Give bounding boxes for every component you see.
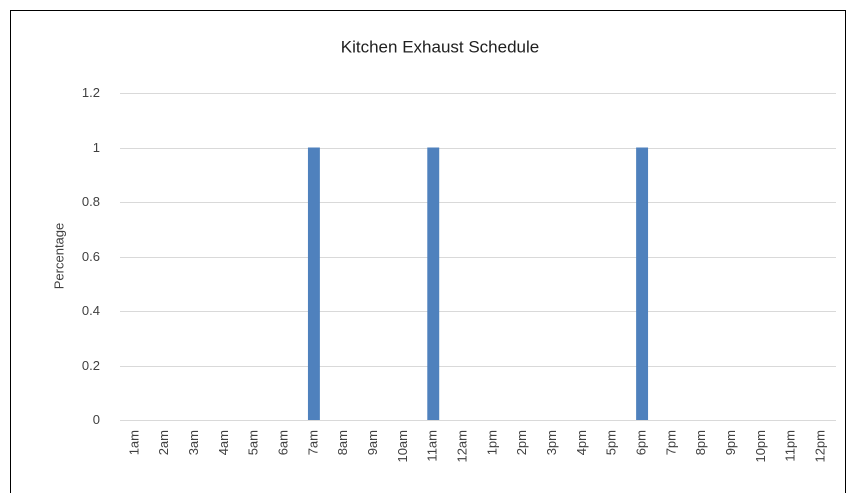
y-tick-label: 0.6 [82, 249, 100, 264]
x-tick-label: 6am [276, 430, 291, 455]
x-tick-label: 2pm [514, 430, 529, 455]
y-axis-label: Percentage [51, 223, 66, 290]
bar [307, 147, 320, 420]
x-tick-label: 12am [455, 430, 470, 463]
x-tick-label: 10pm [753, 430, 768, 463]
x-tick-label: 12pm [813, 430, 828, 463]
bar [636, 147, 649, 420]
x-tick-label: 5pm [604, 430, 619, 455]
x-tick-label: 11pm [783, 430, 798, 462]
x-tick-label: 5am [246, 430, 261, 455]
x-tick-label: 7am [305, 430, 320, 455]
y-tick-label: 1 [93, 140, 100, 155]
chart-title: Kitchen Exhaust Schedule [341, 37, 539, 56]
bar [427, 147, 440, 420]
x-tick-label: 8am [335, 430, 350, 455]
y-tick-label: 0.2 [82, 358, 100, 373]
y-tick-label: 0 [93, 412, 100, 427]
x-tick-label: 4pm [574, 430, 589, 455]
x-tick-label: 3am [186, 430, 201, 455]
x-tick-label: 10am [395, 430, 410, 463]
x-tick-label: 9am [365, 430, 380, 455]
x-tick-label: 8pm [693, 430, 708, 455]
x-tick-label: 4am [216, 430, 231, 455]
x-tick-label: 11am [425, 430, 440, 462]
x-tick-label: 2am [156, 430, 171, 455]
x-tick-label: 3pm [544, 430, 559, 455]
y-tick-label: 1.2 [82, 85, 100, 100]
x-tick-label: 9pm [723, 430, 738, 455]
x-tick-label: 7pm [663, 430, 678, 455]
y-tick-label: 0.8 [82, 194, 100, 209]
x-tick-label: 6pm [634, 430, 649, 455]
x-tick-label: 1am [126, 430, 141, 455]
y-tick-label: 0.4 [82, 303, 100, 318]
x-tick-label: 1pm [484, 430, 499, 455]
